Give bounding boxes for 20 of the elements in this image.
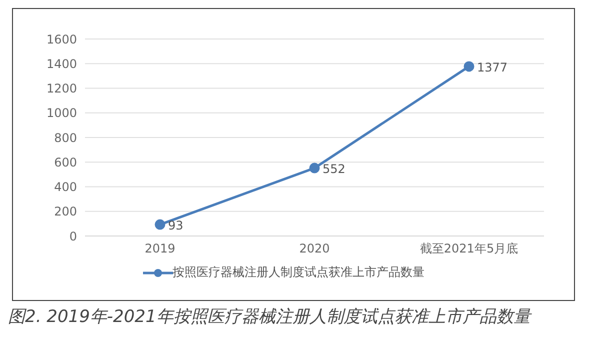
x-tick-label: 截至2021年5月底	[420, 242, 518, 256]
x-tick-label: 2020	[299, 242, 330, 256]
point	[154, 219, 166, 230]
data-label: 1377	[477, 60, 508, 74]
point	[309, 162, 320, 174]
x-tick-label: 2019	[144, 242, 176, 256]
y-tick-label: 0	[69, 229, 77, 244]
point	[464, 61, 474, 72]
y-tick-label: 1200	[46, 82, 77, 96]
data-label: 93	[168, 218, 184, 233]
legend-label: 按照医疗器械注册人制度试点获准上市产品数量	[172, 264, 424, 281]
text: 图2. 2019年-2021年按照医疗器械注册人制度试点获准上市产品数量	[8, 306, 533, 328]
y-tick-label: 1400	[46, 56, 77, 71]
y-tick-label: 600	[54, 155, 77, 170]
y-tick-label: 1000	[46, 106, 77, 120]
data-label: 552	[322, 162, 346, 176]
y-tick-label: 1600	[46, 32, 77, 46]
y-tick-label: 200	[54, 204, 77, 219]
y-tick-label: 800	[54, 130, 77, 145]
y-tick-label: 400	[54, 180, 77, 194]
